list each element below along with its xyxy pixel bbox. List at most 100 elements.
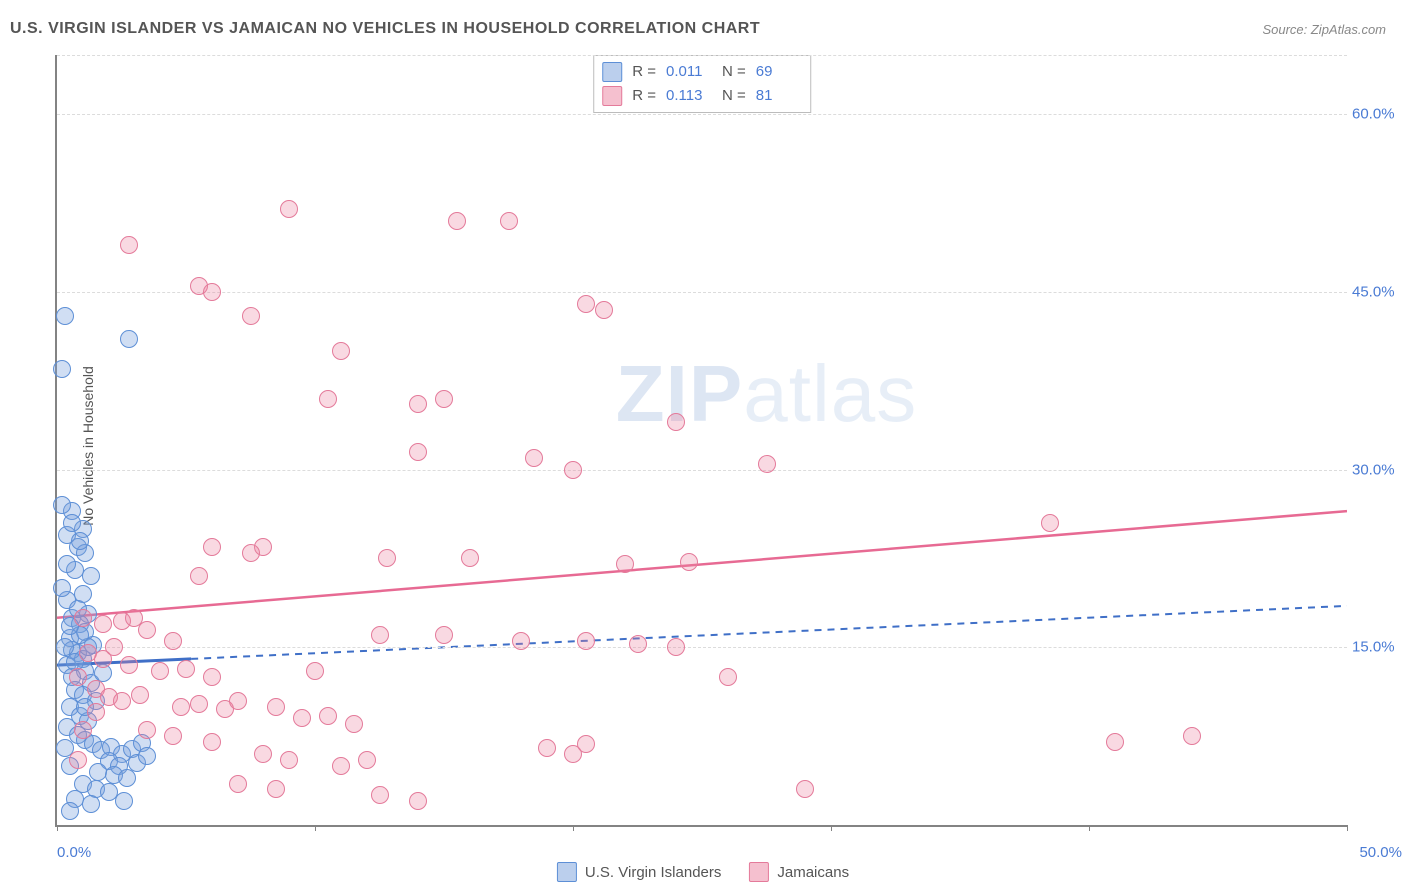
stat-n-value: 81 <box>756 84 802 108</box>
scatter-point <box>242 307 260 325</box>
scatter-point <box>53 579 71 597</box>
scatter-point <box>120 236 138 254</box>
swatch-icon <box>749 862 769 882</box>
scatter-point <box>595 301 613 319</box>
grid-line <box>57 292 1347 293</box>
scatter-point <box>461 549 479 567</box>
scatter-point <box>229 692 247 710</box>
scatter-point <box>94 615 112 633</box>
scatter-point <box>435 390 453 408</box>
scatter-point <box>82 795 100 813</box>
stat-n-label: N = <box>722 60 746 84</box>
scatter-point <box>378 549 396 567</box>
scatter-point <box>371 786 389 804</box>
scatter-point <box>113 692 131 710</box>
scatter-point <box>61 802 79 820</box>
legend: U.S. Virgin Islanders Jamaicans <box>557 862 849 882</box>
scatter-point <box>229 775 247 793</box>
scatter-point <box>190 567 208 585</box>
scatter-point <box>164 727 182 745</box>
swatch-icon <box>557 862 577 882</box>
plot-area: ZIPatlas R = 0.011 N = 69 R = 0.113 N = … <box>55 55 1347 827</box>
scatter-point <box>267 698 285 716</box>
scatter-point <box>319 390 337 408</box>
scatter-point <box>138 721 156 739</box>
x-tick-mark <box>57 825 58 831</box>
scatter-point <box>332 342 350 360</box>
stat-r-label: R = <box>632 60 656 84</box>
scatter-point <box>409 395 427 413</box>
scatter-point <box>758 455 776 473</box>
scatter-point <box>538 739 556 757</box>
scatter-point <box>53 496 71 514</box>
y-tick-label: 15.0% <box>1352 639 1406 656</box>
scatter-point <box>629 635 647 653</box>
source-attribution: Source: ZipAtlas.com <box>1262 22 1386 37</box>
scatter-point <box>577 632 595 650</box>
scatter-point <box>667 638 685 656</box>
x-tick-mark <box>573 825 574 831</box>
scatter-point <box>577 735 595 753</box>
legend-label: Jamaicans <box>777 864 849 881</box>
scatter-point <box>56 307 74 325</box>
y-tick-label: 60.0% <box>1352 106 1406 123</box>
legend-label: U.S. Virgin Islanders <box>585 864 721 881</box>
scatter-point <box>74 609 92 627</box>
stats-row: R = 0.113 N = 81 <box>602 84 802 108</box>
scatter-point <box>306 662 324 680</box>
legend-item: U.S. Virgin Islanders <box>557 862 721 882</box>
watermark: ZIPatlas <box>616 348 917 440</box>
scatter-point <box>164 632 182 650</box>
scatter-point <box>345 715 363 733</box>
stat-n-label: N = <box>722 84 746 108</box>
trend-lines-layer <box>57 55 1347 825</box>
scatter-point <box>58 555 76 573</box>
scatter-point <box>564 461 582 479</box>
scatter-point <box>69 751 87 769</box>
scatter-point <box>577 295 595 313</box>
x-tick-mark <box>315 825 316 831</box>
scatter-point <box>242 544 260 562</box>
scatter-point <box>172 698 190 716</box>
scatter-point <box>680 553 698 571</box>
scatter-point <box>177 660 195 678</box>
scatter-point <box>435 626 453 644</box>
scatter-point <box>719 668 737 686</box>
stat-r-value: 0.011 <box>666 60 712 84</box>
scatter-point <box>120 330 138 348</box>
scatter-point <box>1041 514 1059 532</box>
scatter-point <box>280 200 298 218</box>
scatter-point <box>120 656 138 674</box>
x-tick-mark <box>1347 825 1348 831</box>
scatter-point <box>94 650 112 668</box>
stats-row: R = 0.011 N = 69 <box>602 60 802 84</box>
scatter-point <box>82 567 100 585</box>
legend-item: Jamaicans <box>749 862 849 882</box>
swatch-icon <box>602 62 622 82</box>
scatter-point <box>796 780 814 798</box>
scatter-point <box>63 514 81 532</box>
scatter-point <box>53 360 71 378</box>
scatter-point <box>1183 727 1201 745</box>
scatter-point <box>87 703 105 721</box>
stat-r-value: 0.113 <box>666 84 712 108</box>
grid-line <box>57 470 1347 471</box>
scatter-point <box>203 668 221 686</box>
scatter-point <box>371 626 389 644</box>
stat-n-value: 69 <box>756 60 802 84</box>
scatter-point <box>131 686 149 704</box>
scatter-point <box>293 709 311 727</box>
scatter-point <box>358 751 376 769</box>
scatter-point <box>190 695 208 713</box>
scatter-point <box>409 443 427 461</box>
scatter-point <box>332 757 350 775</box>
scatter-point <box>1106 733 1124 751</box>
scatter-point <box>203 283 221 301</box>
scatter-point <box>71 532 89 550</box>
scatter-point <box>525 449 543 467</box>
x-tick-mark <box>1089 825 1090 831</box>
chart-title: U.S. VIRGIN ISLANDER VS JAMAICAN NO VEHI… <box>10 20 760 38</box>
x-tick-label: 0.0% <box>57 844 91 861</box>
swatch-icon <box>602 86 622 106</box>
y-tick-label: 30.0% <box>1352 461 1406 478</box>
